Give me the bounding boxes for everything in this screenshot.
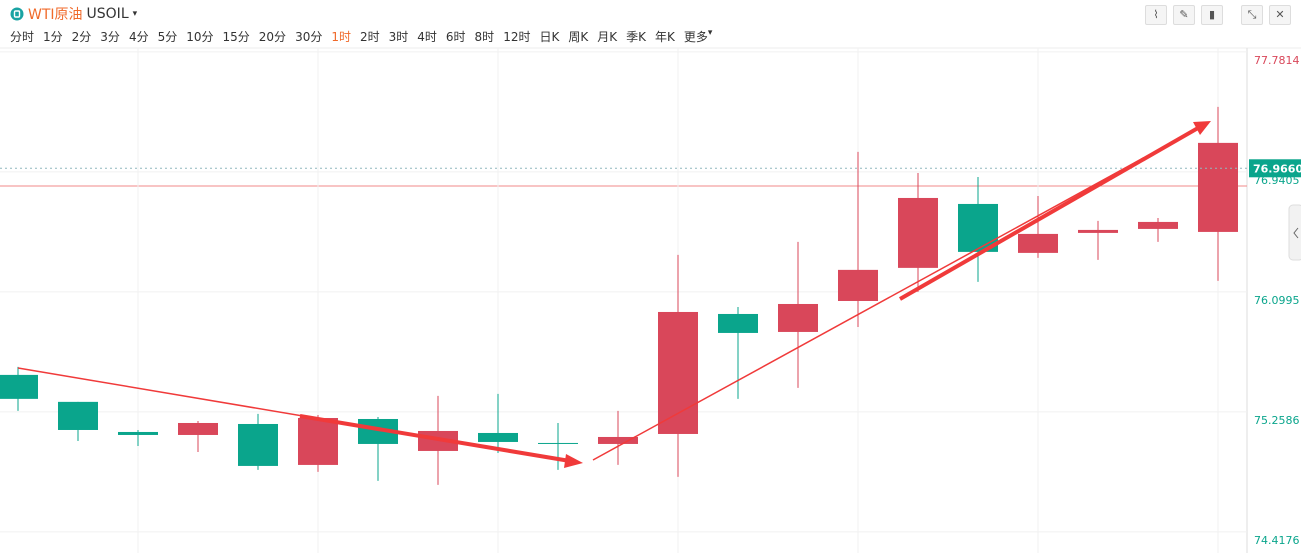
interval-tab[interactable]: 周K (568, 30, 589, 44)
arrow-head (564, 454, 583, 468)
interval-tab[interactable]: 8时 (474, 30, 495, 44)
candle-body (598, 436, 638, 444)
symbol-header[interactable]: WTI原油 USOIL ▾ (10, 4, 137, 24)
dropdown-caret: ▾ (132, 9, 138, 19)
candle-body (1018, 233, 1058, 253)
interval-tab[interactable]: 年K (654, 30, 675, 44)
spacer (1229, 5, 1235, 25)
candle-body (658, 311, 698, 434)
tool-candle[interactable]: ▮ (1201, 5, 1223, 25)
interval-tab[interactable]: 3分 (100, 30, 120, 44)
candle-body (778, 303, 818, 332)
candle-body (1198, 142, 1238, 232)
interval-tab[interactable]: 2时 (359, 30, 380, 44)
interval-tab[interactable]: 6时 (445, 30, 466, 44)
interval-tab[interactable]: 1时 (331, 30, 351, 44)
candle-body (58, 401, 98, 430)
candle-body (118, 431, 158, 435)
interval-tab[interactable]: 20分 (258, 30, 287, 44)
y-tick-label: 75.2586 (1254, 414, 1300, 427)
interval-tab[interactable]: 10分 (186, 30, 214, 44)
symbol-name: WTI原油 (28, 7, 83, 23)
arrow-line (299, 414, 571, 463)
plot: 77.781476.940576.099575.258674.417676.96… (0, 48, 1301, 553)
interval-tab[interactable]: 30分 (295, 30, 323, 44)
candle-body (478, 432, 518, 442)
interval-tab[interactable]: 季K (626, 30, 646, 44)
interval-tab[interactable]: 4分 (128, 30, 149, 44)
interval-tab[interactable]: 日K (539, 30, 560, 44)
interval-tab[interactable]: 2分 (71, 30, 92, 44)
candle-body (238, 423, 278, 466)
candle-body (958, 203, 998, 252)
tool-indicator[interactable]: ⌇ (1145, 5, 1167, 25)
candle-body (0, 374, 38, 399)
toolbar: ⌇ ✎ ▮ ⤡ ✕ (1145, 5, 1291, 25)
interval-tab[interactable]: 分时 (10, 30, 35, 44)
interval-tab[interactable]: 更多 (683, 30, 708, 44)
interval-tab[interactable]: 4时 (417, 30, 437, 44)
interval-tabs: 分时 1分 2分 3分 4分 5分 10分 15分 20分 30分 1时 2时 3时 4时 6时 8时 12时日… (10, 28, 712, 45)
candle-body (178, 422, 218, 435)
candle-body (1078, 229, 1118, 233)
y-tick-label: 74.4176 (1254, 534, 1300, 547)
arrow-line (592, 127, 1199, 461)
candle-body (718, 313, 758, 333)
interval-tab[interactable]: 5分 (157, 30, 178, 44)
interval-tab[interactable]: 月K (597, 30, 618, 44)
interval-tab[interactable]: 3时 (388, 30, 409, 44)
interval-tab[interactable]: 12时 (503, 30, 531, 44)
candle-body (1138, 221, 1178, 229)
y-tick-label: 76.0995 (1254, 294, 1300, 307)
symbol-icon (10, 7, 24, 21)
tool-fullscreen[interactable]: ⤡ (1241, 5, 1263, 25)
candle-body (898, 197, 938, 268)
arrow-line (899, 126, 1199, 301)
current-price-badge (1249, 159, 1301, 178)
trend-arrows (17, 121, 1211, 468)
candle-body (298, 417, 338, 465)
candle-body (838, 269, 878, 301)
current-price-label: 76.9660 (1253, 162, 1301, 175)
candle-body (538, 442, 578, 444)
symbol-code: USOIL (86, 6, 129, 22)
arrow-head (1193, 121, 1211, 135)
dropdown-caret: ▾ (707, 28, 713, 38)
y-tick-label: 77.7814 (1254, 54, 1300, 67)
interval-tab[interactable]: 1分 (43, 30, 63, 44)
tool-draw[interactable]: ✎ (1173, 5, 1195, 25)
side-toggle-icon (1293, 227, 1299, 239)
tool-close[interactable]: ✕ (1269, 5, 1291, 25)
interval-tab[interactable]: 15分 (222, 30, 250, 44)
